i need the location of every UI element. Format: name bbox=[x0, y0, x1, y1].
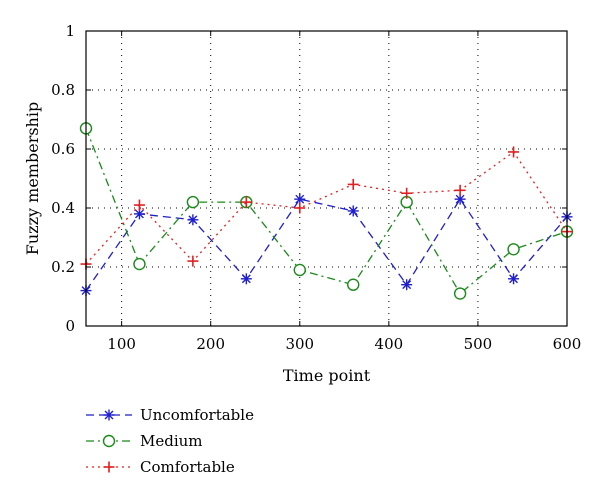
series-line-uncomfortable bbox=[85, 197, 568, 291]
x-tick-label: 600 bbox=[553, 335, 582, 353]
data-point-medium bbox=[293, 263, 306, 277]
data-point-uncomfortable bbox=[294, 193, 306, 205]
data-point-comfortable bbox=[508, 146, 520, 158]
data-point-uncomfortable bbox=[508, 273, 520, 285]
data-point-comfortable bbox=[294, 202, 306, 214]
y-tick-label: 0.2 bbox=[51, 258, 75, 276]
x-tick-label: 100 bbox=[107, 335, 136, 353]
y-axis-label: Fuzzy membership bbox=[23, 102, 42, 255]
legend-marker-medium bbox=[102, 434, 116, 448]
y-tick-label: 0 bbox=[65, 317, 75, 335]
ticks-layer: 100 200 300 400 500 600 0 0.2 0.4 0.6 0.8 1 bbox=[51, 22, 581, 353]
y-tick-label: 0.8 bbox=[51, 81, 75, 99]
legend-marker-comfortable bbox=[103, 461, 115, 473]
series-uncomfortable bbox=[80, 193, 573, 297]
data-point-comfortable bbox=[347, 178, 359, 190]
data-point-uncomfortable bbox=[187, 214, 199, 226]
legend-marker-uncomfortable bbox=[103, 409, 115, 421]
data-point-medium bbox=[186, 195, 200, 209]
grid-layer bbox=[86, 31, 567, 326]
x-tick-label: 300 bbox=[285, 335, 314, 353]
data-point-medium bbox=[133, 257, 146, 271]
series-line-medium bbox=[85, 128, 568, 295]
x-tick-label: 200 bbox=[196, 335, 225, 353]
data-point-uncomfortable bbox=[133, 208, 145, 220]
data-point-uncomfortable bbox=[347, 205, 359, 217]
y-tick-label: 0.6 bbox=[51, 140, 75, 158]
data-point-medium bbox=[347, 278, 360, 291]
legend-label-medium: Medium bbox=[140, 432, 203, 450]
series-line-comfortable bbox=[85, 151, 568, 265]
x-axis-label: Time point bbox=[283, 366, 371, 385]
data-point-uncomfortable bbox=[401, 279, 413, 291]
series-medium bbox=[79, 122, 574, 300]
data-point-comfortable bbox=[240, 196, 252, 208]
data-point-comfortable bbox=[133, 199, 145, 211]
plot-frame bbox=[85, 30, 568, 327]
legend-label-uncomfortable: Uncomfortable bbox=[140, 406, 254, 424]
x-tick-label: 500 bbox=[464, 335, 493, 353]
x-tick-label: 400 bbox=[375, 335, 404, 353]
data-point-medium bbox=[507, 243, 520, 256]
y-tick-label: 0.4 bbox=[51, 199, 75, 217]
data-point-uncomfortable bbox=[240, 273, 252, 285]
y-tick-label: 1 bbox=[65, 22, 75, 40]
data-point-comfortable bbox=[401, 187, 413, 199]
legend-item-uncomfortable: Uncomfortable bbox=[86, 406, 254, 424]
legend-item-medium: Medium bbox=[86, 432, 203, 450]
legend: Uncomfortable Medium Comfortable bbox=[86, 406, 254, 476]
legend-item-comfortable: Comfortable bbox=[86, 458, 235, 476]
data-point-comfortable bbox=[187, 255, 199, 267]
data-point-medium bbox=[453, 287, 467, 300]
data-point-comfortable bbox=[454, 184, 466, 196]
legend-label-comfortable: Comfortable bbox=[140, 458, 235, 476]
